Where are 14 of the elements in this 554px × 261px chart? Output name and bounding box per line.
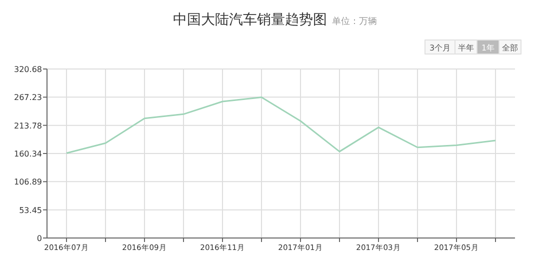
- y-tick-label: 106.89: [14, 178, 42, 187]
- text: 1年: [481, 44, 495, 52]
- text: 3个月: [429, 44, 451, 52]
- y-tick-label: 0: [36, 234, 42, 243]
- y-tick-label: 53.45: [19, 206, 42, 215]
- chart-subtitle: 单位：万辆: [332, 16, 377, 27]
- y-tick-label: 160.34: [14, 150, 42, 158]
- text: 半年: [458, 44, 474, 52]
- y-tick-label: 213.78: [14, 121, 42, 130]
- text: 全部: [502, 44, 518, 52]
- y-tick-label: 267.23: [14, 93, 42, 102]
- chart-title: 中国大陆汽车销量趋势图: [173, 12, 327, 28]
- y-tick-label: 320.68: [14, 65, 42, 74]
- line-series: [66, 96, 496, 154]
